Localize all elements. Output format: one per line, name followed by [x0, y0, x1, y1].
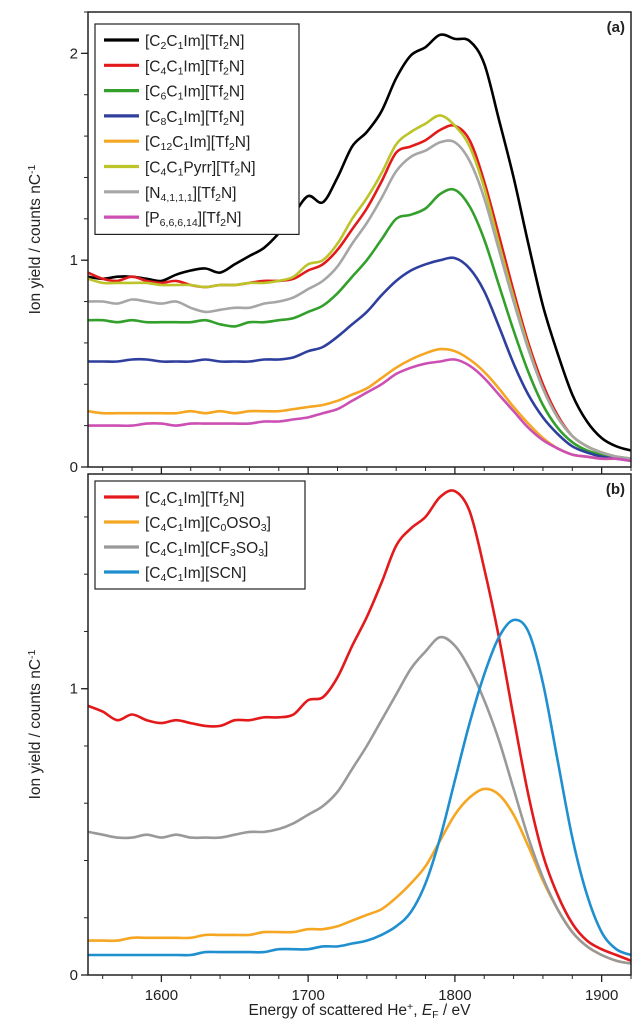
- series-line-0: [87, 33, 632, 452]
- legend-entry: [C4C1Pyrr][Tf2N]: [145, 160, 256, 179]
- panel-b: 0 1 1600 1700 1800 1900 Ion yield / counts nC-…: [26, 473, 632, 1021]
- legend-entry: [C8C1Im][Tf2N]: [145, 109, 244, 128]
- x-tick-label: 1900: [585, 987, 618, 1004]
- series-line-2: [87, 635, 632, 965]
- y-tick-label: 0: [70, 459, 78, 476]
- plot-frame: [87, 11, 632, 468]
- x-tick-label: 1800: [438, 987, 471, 1004]
- legend-box: [94, 23, 300, 235]
- plot-frame: [87, 473, 632, 976]
- y-axis-title: Ion yield / counts nC-1: [26, 164, 44, 314]
- y-tick-label: 1: [70, 252, 78, 269]
- legend-entry: [N4,1,1,1][Tf2N]: [145, 185, 236, 204]
- series-line-6: [87, 139, 632, 460]
- legend-entry: [C2C1Im][Tf2N]: [145, 33, 244, 52]
- series-line-3: [88, 256, 632, 463]
- panel-label: (a): [607, 19, 625, 36]
- y-axis-title: Ion yield / counts nC-1: [26, 649, 44, 799]
- legend-entry: [C4C1Im][SCN]: [145, 565, 246, 584]
- panel-label: (b): [606, 481, 625, 498]
- series-line-0: [87, 489, 632, 962]
- y-tick-label: 2: [70, 45, 78, 62]
- legend-entry: [C6C1Im][Tf2N]: [145, 84, 244, 103]
- legend-entry: [P6,6,6,14][Tf2N]: [145, 210, 241, 229]
- legend-entry: [C4C1Im][CF3SO3]: [145, 540, 268, 559]
- panel-a: 0 1 2 Ion yield / counts nC-1 (a) [C2C1Im][Tf…: [26, 11, 632, 476]
- legend: [C4C1Im][Tf2N] [C4C1Im][C0OSO3] [C4C1Im][C…: [94, 480, 306, 590]
- series-line-4: [87, 347, 631, 461]
- series-line-2: [87, 187, 632, 460]
- series-line-1: [87, 124, 632, 460]
- x-tick-label: 1700: [291, 987, 324, 1004]
- legend-entry: [C12C1Im][Tf2N]: [145, 134, 250, 153]
- series-line-3: [88, 618, 632, 957]
- legend-entry: [C4C1Im][Tf2N]: [145, 58, 244, 77]
- x-tick-label: 1600: [145, 987, 178, 1004]
- legend-entry: [C4C1Im][C0OSO3]: [145, 515, 271, 534]
- x-axis-title: Energy of scattered He+, EF / eV: [249, 1001, 472, 1021]
- series-line-7: [87, 358, 632, 463]
- legend: [C2C1Im][Tf2N] [C4C1Im][Tf2N] [C6C1Im][Tf2…: [94, 23, 300, 235]
- y-tick-label: 1: [70, 681, 78, 698]
- y-tick-label: 0: [70, 967, 78, 984]
- legend-entry: [C4C1Im][Tf2N]: [145, 490, 244, 509]
